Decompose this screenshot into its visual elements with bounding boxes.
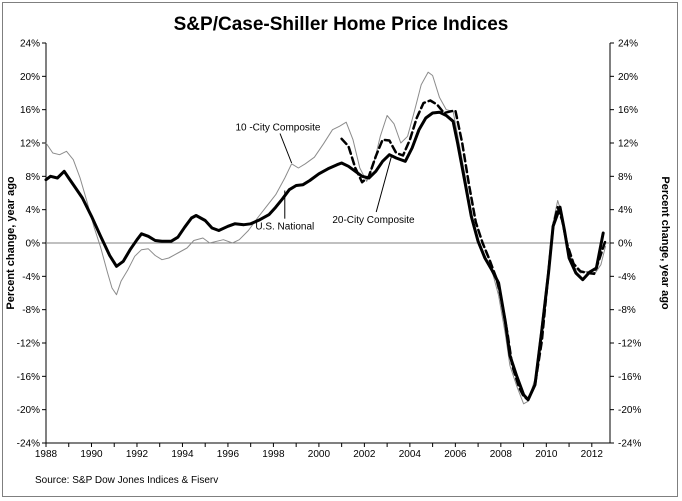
y-tick-label-left: 8% bbox=[26, 172, 41, 183]
series-line-10-city-composite bbox=[45, 71, 606, 405]
annotation-label: 10 -City Composite bbox=[235, 123, 320, 134]
y-tick-label-right: 24% bbox=[618, 39, 638, 50]
annotation-label: U.S. National bbox=[255, 222, 314, 233]
chart-title: S&P/Case-Shiller Home Price Indices bbox=[174, 14, 509, 35]
annotation-leader bbox=[375, 155, 393, 213]
y-axis-title-right: Percent change, year ago bbox=[659, 176, 671, 310]
series-layer bbox=[44, 71, 607, 405]
y-tick-label-left: -4% bbox=[22, 272, 40, 283]
x-tick-label: 2004 bbox=[399, 449, 422, 460]
x-tick-label: 2010 bbox=[535, 449, 558, 460]
y-tick-label-left: 24% bbox=[20, 39, 40, 50]
y-tick-label-right: 8% bbox=[618, 172, 633, 183]
y-axis-title-left: Percent change, year ago bbox=[5, 176, 17, 310]
chart-frame bbox=[2, 2, 678, 497]
y-tick-label-right: -24% bbox=[618, 439, 641, 450]
y-tick-label-left: -24% bbox=[17, 439, 40, 450]
y-tick-label-right: 16% bbox=[618, 105, 638, 116]
annotations: 10 -City Composite U.S. National 20-City C… bbox=[235, 123, 415, 233]
x-tick-label: 2002 bbox=[353, 449, 376, 460]
y-tick-label-right: 20% bbox=[618, 72, 638, 83]
y-tick-label-left: 4% bbox=[26, 205, 41, 216]
annotation-leader bbox=[279, 133, 293, 164]
x-tick-label: 2000 bbox=[308, 449, 331, 460]
source-note: Source: S&P Dow Jones Indices & Fiserv bbox=[35, 475, 218, 486]
y-tick-label-left: -8% bbox=[22, 305, 40, 316]
y-tick-label-right: -20% bbox=[618, 405, 641, 416]
x-tick-label: 1990 bbox=[80, 449, 103, 460]
x-tick-label: 1992 bbox=[126, 449, 149, 460]
x-tick-label: 1996 bbox=[217, 449, 240, 460]
series-line-20-city-composite bbox=[340, 99, 607, 401]
y-tick-label-left: 20% bbox=[20, 72, 40, 83]
y-tick-label-right: 12% bbox=[618, 139, 638, 150]
y-tick-label-right: 0% bbox=[618, 239, 633, 250]
x-tick-label: 1994 bbox=[171, 449, 194, 460]
y-tick-label-left: 0% bbox=[26, 239, 41, 250]
x-tick-label: 1998 bbox=[262, 449, 285, 460]
y-tick-label-right: -8% bbox=[618, 305, 636, 316]
y-tick-label-left: -16% bbox=[17, 372, 40, 383]
x-tick-label: 1988 bbox=[35, 449, 58, 460]
y-tick-label-right: 4% bbox=[618, 205, 633, 216]
y-tick-label-left: 16% bbox=[20, 105, 40, 116]
y-tick-label-left: -12% bbox=[17, 339, 40, 350]
x-tick-label: 2008 bbox=[490, 449, 513, 460]
series-line-u-s-national bbox=[44, 110, 605, 402]
annotation-label: 20-City Composite bbox=[332, 215, 415, 226]
axes: 24% 24% 20% 20% 16% 16% 12% 12% 8% 8% 4% 4% 0% 0% -4% -… bbox=[17, 39, 642, 461]
y-tick-label-right: -16% bbox=[618, 372, 641, 383]
x-tick-label: 2012 bbox=[581, 449, 604, 460]
y-tick-label-left: -20% bbox=[17, 405, 40, 416]
y-tick-label-left: 12% bbox=[20, 139, 40, 150]
y-tick-label-right: -4% bbox=[618, 272, 636, 283]
x-tick-label: 2006 bbox=[444, 449, 467, 460]
y-tick-label-right: -12% bbox=[618, 339, 641, 350]
